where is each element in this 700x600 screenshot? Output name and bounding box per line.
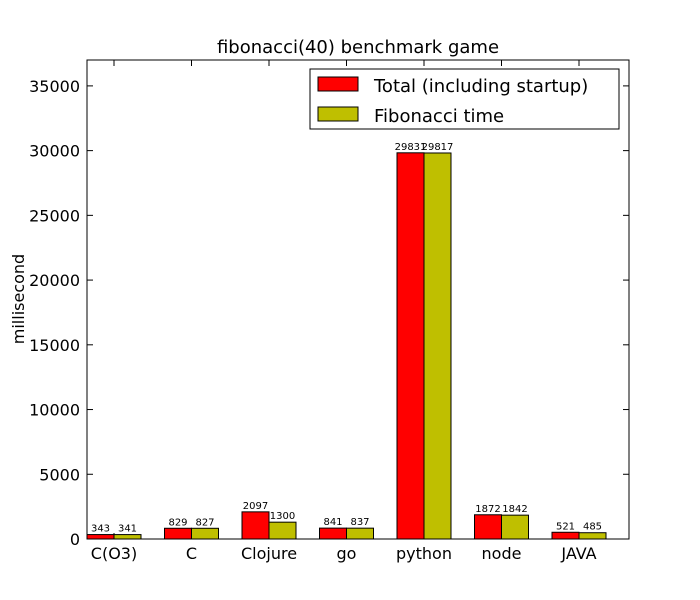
bar-python-total xyxy=(396,152,425,540)
y-tick-label-30000: 30000 xyxy=(29,142,80,161)
y-tick-label-20000: 20000 xyxy=(29,271,80,290)
y-tick-label-10000: 10000 xyxy=(29,401,80,420)
plot-frame xyxy=(86,59,630,540)
bar-clojure-fibonacci xyxy=(268,521,297,540)
value-label-clojure-total: 2097 xyxy=(243,501,268,512)
x-tick-label-node: node xyxy=(482,544,522,563)
y-axis-label: millisecond xyxy=(9,254,28,344)
legend-swatch-total xyxy=(317,76,359,92)
value-label-java-fibonacci: 485 xyxy=(583,522,602,533)
chart-title: fibonacci(40) benchmark game xyxy=(217,37,499,58)
y-tick-label-25000: 25000 xyxy=(29,206,80,225)
legend-label-fibonacci: Fibonacci time xyxy=(374,106,504,127)
value-label-clojure-fibonacci: 1300 xyxy=(270,511,295,522)
y-tick-label-0: 0 xyxy=(70,530,80,549)
value-label-python-total: 29831 xyxy=(395,142,427,153)
bar-node-total xyxy=(474,514,502,540)
value-label-c-fibonacci: 827 xyxy=(195,517,214,528)
bar-c-o3-fibonacci xyxy=(113,534,142,540)
bar-c-o3-total xyxy=(86,534,115,540)
legend-label-total: Total (including startup) xyxy=(373,76,588,97)
bar-c-total xyxy=(164,527,192,540)
value-label-c-o3-total: 343 xyxy=(91,524,110,535)
x-tick-label-c-o3: C(O3) xyxy=(91,544,137,563)
bar-python-fibonacci xyxy=(423,152,452,540)
y-tick-label-5000: 5000 xyxy=(39,465,80,484)
value-label-c-total: 829 xyxy=(168,517,187,528)
value-label-go-total: 841 xyxy=(323,517,342,528)
bar-java-fibonacci xyxy=(578,532,607,540)
value-label-node-fibonacci: 1842 xyxy=(502,504,527,515)
x-tick-label-java: JAVA xyxy=(560,544,596,563)
value-label-java-total: 521 xyxy=(556,521,575,532)
value-label-node-total: 1872 xyxy=(475,504,500,515)
x-tick-label-python: python xyxy=(396,544,452,563)
legend-box xyxy=(309,68,620,130)
x-tick-label-go: go xyxy=(337,544,357,563)
y-tick-label-15000: 15000 xyxy=(29,336,80,355)
bar-clojure-total xyxy=(241,511,270,540)
bar-go-total xyxy=(319,527,347,540)
y-tick-label-35000: 35000 xyxy=(29,77,80,96)
x-tick-label-c: C xyxy=(186,544,197,563)
legend: Total (including startup) Fibonacci time xyxy=(309,68,620,130)
legend-swatch-fibonacci xyxy=(317,106,359,122)
bar-c-fibonacci xyxy=(191,527,219,540)
value-label-c-o3-fibonacci: 341 xyxy=(118,524,137,535)
x-tick-label-clojure: Clojure xyxy=(241,544,297,563)
bar-go-fibonacci xyxy=(346,527,374,540)
value-label-python-fibonacci: 29817 xyxy=(422,142,454,153)
bar-node-fibonacci xyxy=(501,514,529,540)
value-label-go-fibonacci: 837 xyxy=(350,517,369,528)
bar-java-total xyxy=(551,531,580,540)
